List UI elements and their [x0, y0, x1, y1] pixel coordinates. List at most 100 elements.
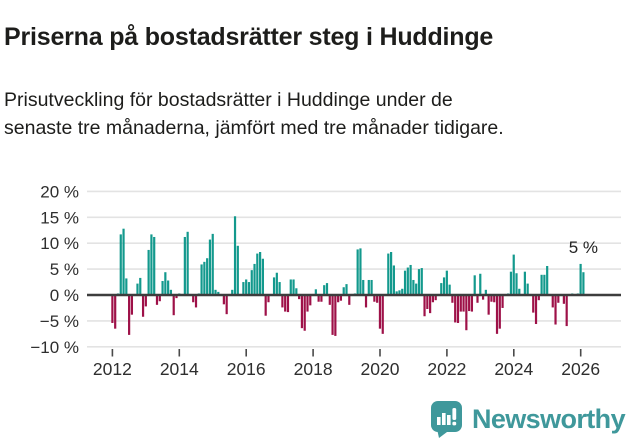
bar [155, 295, 159, 305]
bar [141, 295, 145, 317]
bar [401, 288, 404, 295]
bar [392, 265, 395, 295]
bar [298, 295, 301, 300]
bar [186, 231, 189, 295]
bar [406, 267, 409, 295]
bar [150, 234, 153, 295]
bar [579, 263, 582, 295]
bar [164, 272, 167, 295]
newsworthy-logo[interactable]: Newsworthy [430, 400, 626, 439]
bar [337, 295, 340, 303]
bar [359, 248, 362, 295]
bar [518, 288, 521, 295]
bar [217, 291, 220, 295]
bar [153, 236, 156, 295]
bar [459, 295, 462, 312]
bar [233, 216, 237, 295]
bar [242, 282, 245, 295]
bar [192, 295, 195, 303]
bar [122, 228, 125, 295]
bar [434, 295, 437, 301]
bar [490, 295, 493, 302]
bar [362, 279, 365, 295]
bar [172, 295, 175, 316]
bar [442, 277, 446, 295]
bar [139, 277, 142, 295]
bar [167, 280, 170, 295]
bar [462, 295, 465, 312]
y-axis-label: 15 % [40, 208, 79, 227]
bar [245, 279, 248, 295]
bar [512, 254, 515, 295]
bar [493, 295, 496, 303]
bar [501, 295, 504, 308]
bar [395, 291, 398, 295]
bar [278, 282, 281, 295]
bar [345, 284, 348, 295]
x-axis-label: 2014 [160, 359, 199, 379]
newsworthy-logo-icon [430, 401, 462, 438]
bar [484, 289, 487, 295]
bar [487, 295, 490, 315]
bar [479, 273, 482, 295]
y-axis-label: 10 % [40, 234, 79, 253]
bar [264, 295, 267, 316]
bar [470, 295, 474, 312]
bar [509, 271, 513, 295]
bar [412, 279, 415, 295]
x-axis-label: 2012 [93, 359, 132, 379]
bar [261, 258, 264, 295]
bar [582, 272, 585, 295]
bar [342, 287, 345, 295]
bar [136, 283, 139, 295]
bar [256, 253, 259, 295]
x-axis-label: 2018 [294, 359, 333, 379]
bar [236, 245, 239, 295]
bar [431, 295, 435, 303]
bar [417, 269, 421, 295]
bar [175, 295, 178, 299]
bar [381, 295, 384, 334]
bar [286, 295, 290, 313]
bar [515, 273, 518, 295]
bar [423, 295, 426, 317]
bar [250, 270, 253, 295]
x-axis-label: 2016 [227, 359, 266, 379]
bar [272, 277, 276, 295]
bar [247, 282, 251, 295]
bar [448, 284, 451, 295]
bar [367, 279, 370, 295]
bar [557, 295, 560, 303]
bar [161, 281, 164, 295]
bar [473, 275, 476, 295]
bar [208, 239, 212, 295]
y-axis-label: 0 % [50, 286, 79, 305]
bar [387, 253, 390, 295]
bar [323, 285, 326, 295]
bar [331, 295, 334, 335]
bar [339, 295, 343, 301]
bar [200, 264, 203, 295]
bar [225, 295, 228, 315]
bar [309, 295, 312, 306]
bar [376, 295, 379, 303]
page-title: Priserna på bostadsrätter steg i Hudding… [4, 22, 494, 51]
x-axis-label: 2022 [427, 359, 466, 379]
bar [334, 295, 337, 336]
bar [203, 261, 206, 295]
bar [390, 252, 393, 295]
bar [325, 283, 329, 295]
bar [429, 295, 432, 314]
bar [275, 272, 278, 295]
bar [253, 263, 256, 295]
y-axis-label: −10 % [30, 338, 79, 357]
x-axis-label: 2026 [561, 359, 600, 379]
bar [284, 295, 287, 312]
bar [267, 295, 270, 303]
x-axis-label: 2020 [361, 359, 400, 379]
latest-value-annotation: 5 % [569, 238, 598, 257]
bar [130, 295, 134, 315]
bar [415, 283, 418, 295]
bar [183, 236, 186, 295]
